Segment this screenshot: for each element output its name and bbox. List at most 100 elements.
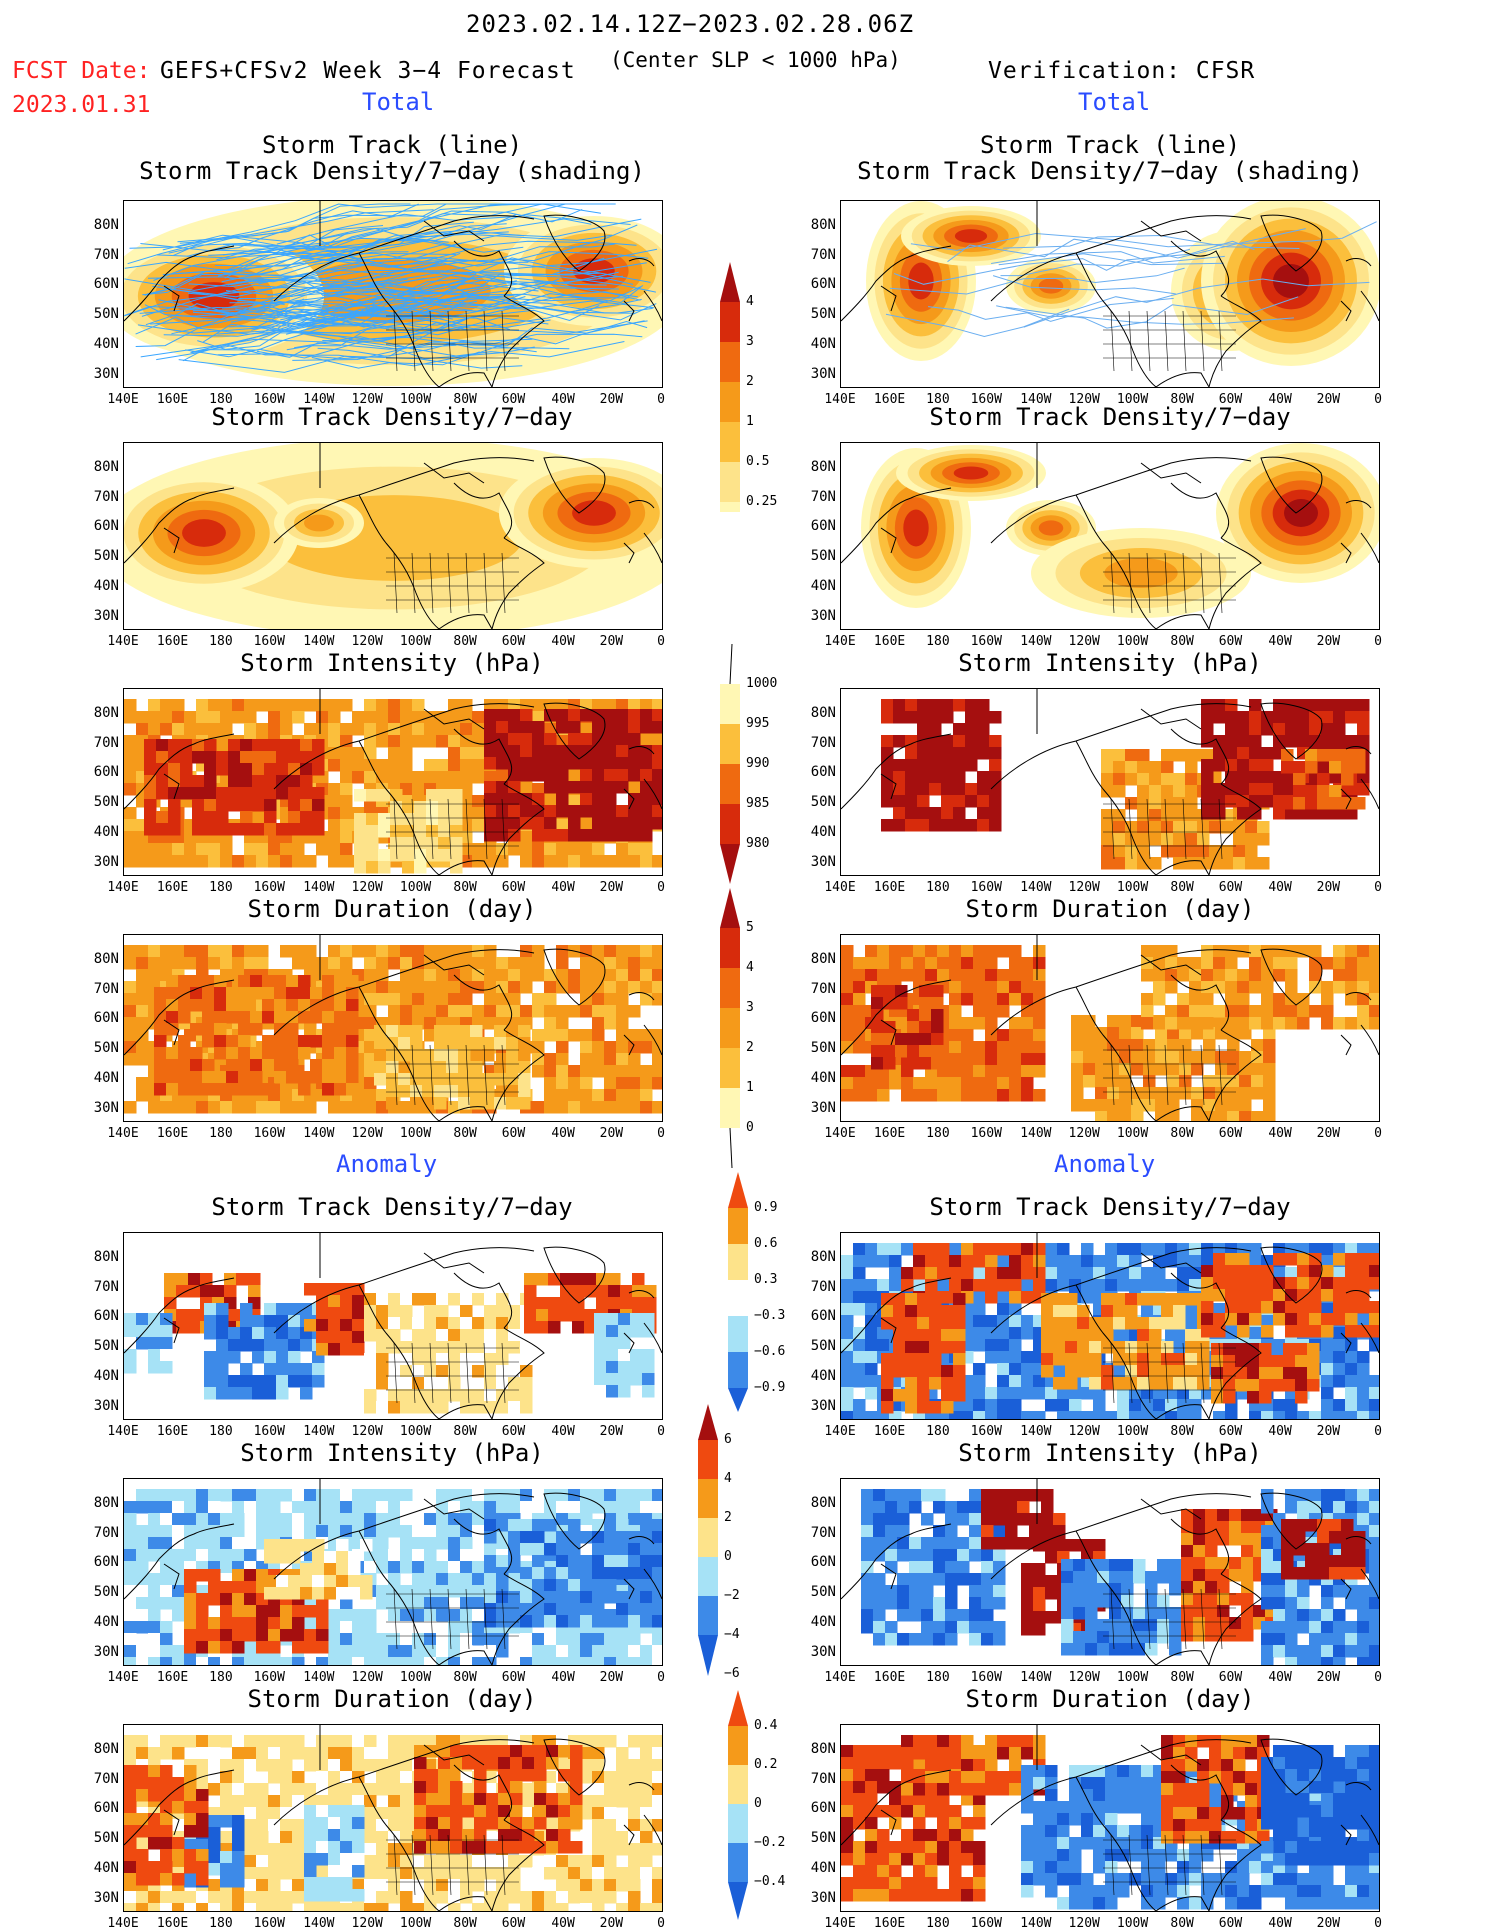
- shading-cell: [973, 1363, 986, 1376]
- shading-cell: [1077, 1341, 1090, 1354]
- shading-cell: [642, 1373, 655, 1386]
- shading-cell: [1009, 1255, 1022, 1268]
- shading-cell: [216, 1339, 229, 1352]
- shading-cell: [907, 1009, 920, 1022]
- shading-cell: [148, 711, 161, 724]
- shading-cell: [328, 1645, 341, 1658]
- shading-cell: [436, 993, 449, 1006]
- shading-cell: [166, 1023, 179, 1036]
- shading-cell: [184, 957, 197, 970]
- shading-cell: [264, 1303, 277, 1316]
- shading-cell: [644, 1297, 657, 1310]
- shading-cell: [973, 1291, 986, 1304]
- shading-cell: [1237, 1313, 1250, 1326]
- shading-cell: [905, 1329, 918, 1342]
- shading-cell: [156, 811, 169, 824]
- shading-cell: [256, 1513, 269, 1526]
- shading-cell: [973, 1041, 986, 1054]
- shading-cell: [220, 1489, 233, 1502]
- shading-cell: [256, 957, 269, 970]
- shading-cell: [985, 1411, 998, 1419]
- shading-cell: [642, 1361, 655, 1374]
- lon-tick-label: 20W: [1305, 1424, 1351, 1439]
- shading-cell: [1053, 1377, 1066, 1390]
- shading-cell: [917, 783, 930, 796]
- shading-cell: [1081, 1411, 1094, 1419]
- shading-cell: [300, 763, 313, 776]
- shading-cell: [973, 1399, 986, 1412]
- shading-cell: [298, 1011, 311, 1024]
- shading-cell: [1285, 735, 1298, 748]
- shading-cell: [328, 807, 341, 820]
- shading-cell: [556, 1029, 569, 1042]
- shading-cell: [426, 813, 439, 826]
- shading-cell: [841, 1065, 854, 1078]
- shading-cell: [196, 843, 209, 856]
- shading-cell: [1333, 699, 1346, 712]
- shading-cell: [865, 1243, 878, 1256]
- shading-cell: [1333, 1289, 1346, 1302]
- shading-cell: [536, 1297, 549, 1310]
- shading-cell: [1021, 957, 1034, 970]
- shading-cell: [1297, 1313, 1310, 1326]
- shading-cell: [274, 1047, 287, 1060]
- shading-cell: [953, 735, 966, 748]
- shading-cell: [412, 969, 425, 982]
- shading-cell: [973, 1255, 986, 1268]
- shading-cell: [458, 1061, 471, 1074]
- shading-cell: [640, 1101, 653, 1114]
- shading-cell: [1345, 1375, 1358, 1388]
- shading-cell: [436, 1305, 449, 1318]
- shading-cell: [1285, 969, 1298, 982]
- shading-cell: [1173, 1365, 1186, 1378]
- shading-cell: [1125, 1341, 1138, 1354]
- shading-cell: [997, 1077, 1010, 1090]
- shading-cell: [532, 733, 545, 746]
- shading-cell: [264, 1315, 277, 1328]
- shading-cell: [913, 1089, 926, 1102]
- shading-cell: [568, 1501, 581, 1514]
- shading-cell: [160, 843, 173, 856]
- shading-cell: [154, 987, 167, 1000]
- shading-cell: [1329, 785, 1342, 798]
- lat-tick-label: 40N: [79, 336, 119, 352]
- shading-cell: [1249, 711, 1262, 724]
- shading-cell: [300, 799, 313, 812]
- shading-cell: [378, 825, 391, 838]
- shading-cell: [1321, 1375, 1334, 1388]
- shading-cell: [276, 1351, 289, 1364]
- shading-cell: [1113, 833, 1126, 846]
- shading-cell: [1249, 1411, 1262, 1419]
- shading-cell: [1251, 1039, 1264, 1052]
- shading-cell: [953, 699, 966, 712]
- shading-cell: [300, 1375, 313, 1388]
- shading-cell: [1065, 1377, 1078, 1390]
- shading-cell: [1307, 1367, 1320, 1380]
- shading-cell: [618, 1337, 631, 1350]
- shading-cell: [977, 723, 990, 736]
- shading-cell: [524, 1309, 537, 1322]
- shading-cell: [1141, 1243, 1154, 1256]
- shading-cell: [400, 759, 413, 772]
- shading-cell: [953, 1305, 966, 1318]
- shading-cell: [953, 1389, 966, 1402]
- shading-cell: [1101, 1317, 1114, 1330]
- shading-cell: [124, 1101, 137, 1114]
- shading-cell: [1201, 723, 1214, 736]
- shading-cell: [1203, 1075, 1216, 1088]
- lon-tick-label: 40W: [540, 1424, 586, 1439]
- shading-cell: [292, 1605, 305, 1618]
- shading-cell: [238, 1047, 251, 1060]
- shading-cell: [1185, 749, 1198, 762]
- shading-cell: [124, 747, 137, 760]
- shading-cell: [280, 945, 293, 958]
- shading-cell: [316, 1617, 329, 1630]
- shading-cell: [328, 1319, 341, 1332]
- shading-cell: [178, 1071, 191, 1084]
- shading-cell: [1185, 797, 1198, 810]
- shading-cell: [280, 1617, 293, 1630]
- shading-cell: [400, 1621, 413, 1634]
- shading-cell: [460, 1005, 473, 1018]
- shading-cell: [228, 1339, 241, 1352]
- lon-tick-label: 0: [1355, 634, 1401, 649]
